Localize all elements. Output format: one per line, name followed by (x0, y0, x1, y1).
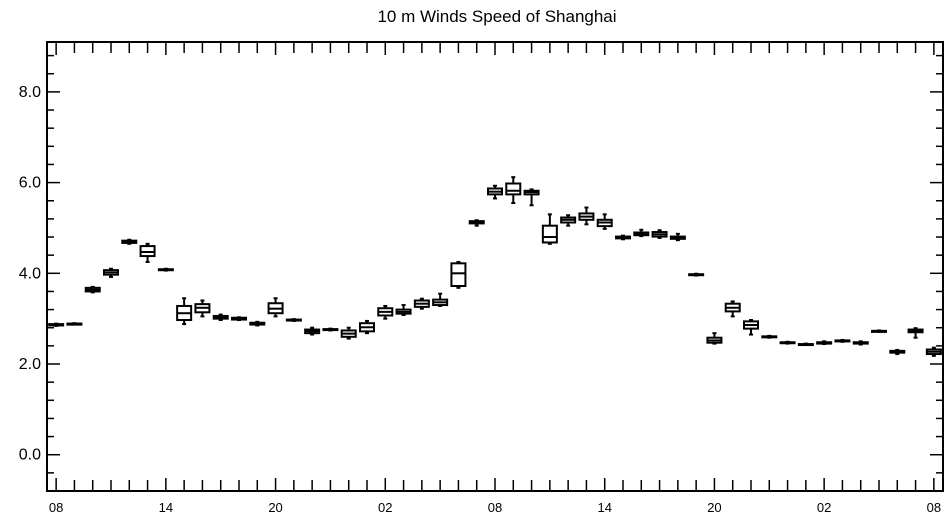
box-plot (834, 338, 851, 343)
box-plot (377, 304, 394, 320)
box-plot (669, 232, 686, 242)
box-plot (907, 327, 924, 339)
box-plot (103, 267, 119, 278)
box-plot (413, 297, 430, 310)
box-plot (304, 326, 321, 336)
box-plot (84, 285, 101, 294)
box-plot (743, 319, 759, 336)
box-plot (523, 188, 540, 207)
box-plot (267, 297, 284, 318)
box-plot (322, 327, 339, 332)
box-plot (487, 184, 503, 200)
box-plot (724, 300, 741, 318)
x-tick-label: 20 (707, 500, 721, 515)
y-tick-label: 2.0 (19, 356, 41, 373)
x-tick-label: 14 (159, 500, 173, 515)
y-tick-label: 6.0 (19, 175, 41, 192)
box-plot (852, 340, 869, 346)
y-axis: 0.0 2.0 4.0 6.0 8.0 (19, 54, 943, 492)
box-plot (816, 340, 833, 346)
plot-frame (46, 41, 944, 492)
box-plot (249, 320, 266, 327)
y-tick-label: 4.0 (19, 265, 41, 282)
box-plot (468, 219, 485, 227)
box-plot (285, 318, 302, 322)
box-plot (432, 292, 449, 307)
iqr-box (505, 182, 522, 196)
x-tick-label: 20 (268, 500, 282, 515)
box-plot (541, 213, 558, 245)
box-plot (48, 322, 65, 327)
x-tick-label: 08 (488, 500, 502, 515)
x-tick-label: 08 (49, 500, 63, 515)
box-plot (231, 316, 247, 322)
chart-title: 10 m Winds Speed of Shanghai (377, 7, 616, 26)
box-plot (761, 334, 778, 339)
box-plot (779, 340, 796, 345)
box-series (48, 176, 942, 357)
box-plot (797, 342, 814, 347)
box-plot (871, 329, 887, 333)
iqr-box (450, 262, 467, 288)
box-plot (688, 272, 705, 277)
x-tick-label: 08 (927, 500, 941, 515)
box-plot (121, 238, 138, 245)
box-plot (176, 297, 193, 326)
box-plot (706, 332, 723, 345)
box-plot (157, 267, 174, 272)
box-plot (450, 260, 467, 289)
box-plot (578, 206, 595, 226)
x-axis: 08 14 20 02 08 14 20 02 08 (49, 42, 941, 515)
box-plot (340, 326, 357, 340)
box-plot (194, 299, 211, 318)
box-plot (925, 346, 942, 357)
x-tick-label: 02 (378, 500, 392, 515)
box-plot (615, 234, 631, 241)
box-plot (889, 348, 906, 356)
box-plot (651, 229, 668, 239)
box-plot (139, 242, 156, 263)
box-plot (212, 313, 229, 322)
box-plot (505, 176, 522, 205)
box-plot (633, 228, 650, 238)
iqr-box (541, 224, 558, 244)
box-plot (395, 304, 412, 317)
box-plot (596, 213, 613, 230)
x-tick-label: 02 (817, 500, 831, 515)
box-plot (560, 214, 577, 227)
box-plot (359, 319, 375, 335)
y-tick-label: 0.0 (19, 447, 41, 464)
box-plot (66, 322, 83, 326)
y-tick-label: 8.0 (19, 84, 41, 101)
x-tick-label: 14 (597, 500, 611, 515)
